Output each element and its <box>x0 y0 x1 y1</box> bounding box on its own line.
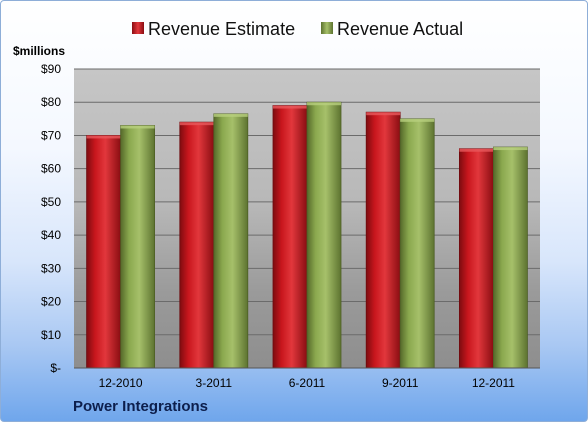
bar-top-cap <box>120 125 155 129</box>
x-category-label: 3-2011 <box>196 376 233 390</box>
y-tick-label: $30 <box>41 261 61 275</box>
bar-revenue-estimate <box>179 121 215 369</box>
y-tick-label: $40 <box>41 228 61 242</box>
bar-revenue-estimate <box>458 148 494 369</box>
y-tick-label: $90 <box>41 62 61 76</box>
y-tick-labels: $- $10 $20 $30 $40 $50 $60 $70 $80 $90 <box>41 62 61 375</box>
bar-top-cap <box>493 147 528 151</box>
legend: Revenue Estimate Revenue Actual <box>132 19 463 39</box>
bar-revenue-estimate <box>86 135 121 369</box>
y-unit-label: $millions <box>13 44 65 58</box>
legend-swatch-revenue-estimate <box>132 22 144 34</box>
legend-label-revenue-actual: Revenue Actual <box>337 19 463 39</box>
bar-revenue-actual <box>120 125 155 369</box>
x-category-labels: 12-2010 3-2011 6-2011 9-2011 12-2011 <box>99 376 516 390</box>
bar-revenue-actual <box>306 101 342 369</box>
legend-swatch-revenue-actual <box>321 22 333 34</box>
bar-top-cap <box>400 118 435 122</box>
y-tick-label: $50 <box>41 195 61 209</box>
bar-top-cap <box>307 102 341 106</box>
y-tick-label: $70 <box>41 128 61 142</box>
y-tick-label: $60 <box>41 162 61 176</box>
bar-revenue-actual <box>399 118 435 369</box>
bar-top-cap <box>213 113 248 117</box>
x-category-label: 12-2011 <box>472 376 515 390</box>
bar-revenue-actual <box>213 113 249 369</box>
company-name: Power Integrations <box>73 398 209 415</box>
bar-top-cap <box>86 135 121 139</box>
bar-revenue-actual <box>492 146 528 369</box>
bar-top-cap <box>273 105 307 109</box>
legend-label-revenue-estimate: Revenue Estimate <box>148 19 295 39</box>
y-tick-label: $80 <box>41 95 61 109</box>
x-category-label: 6-2011 <box>289 376 326 390</box>
bar-revenue-estimate <box>365 111 401 369</box>
x-category-label: 12-2010 <box>99 376 143 390</box>
y-tick-label: $- <box>50 361 61 375</box>
bar-top-cap <box>179 122 214 126</box>
y-tick-label: $10 <box>41 328 61 342</box>
bars-group <box>86 101 528 369</box>
bar-top-cap <box>366 112 401 116</box>
y-tick-label: $20 <box>41 295 61 309</box>
bar-top-cap <box>459 148 494 152</box>
x-category-label: 9-2011 <box>382 376 419 390</box>
bar-revenue-estimate <box>272 105 308 369</box>
